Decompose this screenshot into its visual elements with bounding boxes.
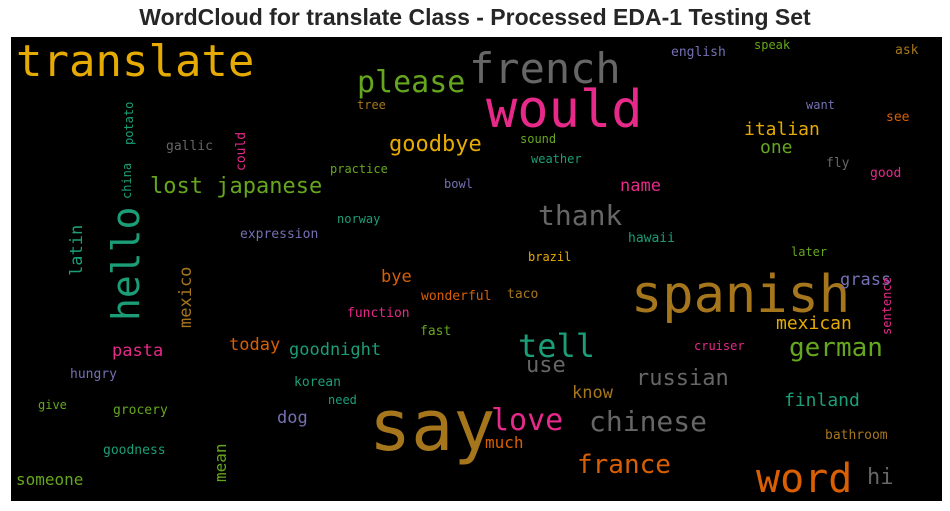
word-french: french xyxy=(469,44,621,93)
word-would: would xyxy=(486,80,643,140)
word-hello: hello xyxy=(104,206,148,321)
word-bye: bye xyxy=(381,267,412,287)
word-wonderful: wonderful xyxy=(421,289,492,304)
word-translate: translate xyxy=(16,37,255,87)
word-see: see xyxy=(886,110,910,125)
word-norway: norway xyxy=(337,212,381,226)
word-spanish: spanish xyxy=(631,265,851,325)
word-german: german xyxy=(789,333,883,363)
word-say: say xyxy=(369,385,496,467)
word-bowl: bowl xyxy=(444,177,473,191)
word-grass: grass xyxy=(840,270,892,290)
word-mexican: mexican xyxy=(776,313,852,334)
word-please: please xyxy=(357,65,466,100)
word-gallic: gallic xyxy=(166,139,213,154)
word-much: much xyxy=(485,433,524,452)
word-need: need xyxy=(328,393,357,407)
word-give: give xyxy=(38,398,67,412)
word-hawaii: hawaii xyxy=(628,231,675,246)
word-tree: tree xyxy=(357,98,386,112)
word-potato: potato xyxy=(122,101,136,145)
word-finland: finland xyxy=(784,390,860,411)
word-sentence: sentence xyxy=(880,277,894,335)
word-dog: dog xyxy=(277,408,308,428)
word-pasta: pasta xyxy=(112,341,164,361)
word-latin: latin xyxy=(67,224,87,276)
word-someone: someone xyxy=(16,470,84,489)
word-lost-japanese: lost japanese xyxy=(150,174,323,199)
word-taco: taco xyxy=(507,287,539,302)
word-cruiser: cruiser xyxy=(694,339,745,353)
word-function: function xyxy=(347,306,410,321)
word-russian: russian xyxy=(636,366,729,391)
word-know: know xyxy=(572,383,613,403)
word-thank: thank xyxy=(538,199,623,232)
word-fast: fast xyxy=(420,324,452,339)
word-tell: tell xyxy=(518,327,596,365)
word-china: china xyxy=(120,162,134,199)
word-use: use xyxy=(526,353,566,378)
word-chinese: chinese xyxy=(589,405,708,438)
word-hi: hi xyxy=(867,465,894,490)
word-mean: mean xyxy=(211,443,230,482)
word-bathroom: bathroom xyxy=(825,428,888,443)
word-word: word xyxy=(756,456,853,501)
word-expression: expression xyxy=(240,227,319,242)
word-brazil: brazil xyxy=(528,250,572,264)
word-mexico: mexico xyxy=(176,266,196,328)
word-weather: weather xyxy=(531,152,582,166)
word-hungry: hungry xyxy=(70,367,117,382)
word-italian: italian xyxy=(744,119,820,140)
word-name: name xyxy=(620,176,661,196)
word-fly: fly xyxy=(826,156,850,171)
word-one: one xyxy=(760,137,793,158)
word-want: want xyxy=(806,98,835,112)
word-practice: practice xyxy=(330,162,388,176)
chart-title: WordCloud for translate Class - Processe… xyxy=(139,4,811,30)
word-goodbye: goodbye xyxy=(389,132,482,157)
word-could: could xyxy=(234,131,249,171)
word-ask: ask xyxy=(895,43,919,58)
word-speak: speak xyxy=(754,38,791,52)
word-english: english xyxy=(671,45,726,60)
word-goodnight: goodnight xyxy=(289,340,382,360)
word-today: today xyxy=(229,335,281,355)
word-love: love xyxy=(491,403,564,438)
word-france: france xyxy=(577,450,671,480)
word-later: later xyxy=(791,245,828,259)
word-goodness: goodness xyxy=(103,443,166,458)
word-good: good xyxy=(870,166,902,181)
word-grocery: grocery xyxy=(113,403,168,418)
wordcloud-canvas: say would spanish translate french hello word t… xyxy=(11,37,942,501)
word-korean: korean xyxy=(294,375,341,390)
word-sound: sound xyxy=(520,132,557,146)
